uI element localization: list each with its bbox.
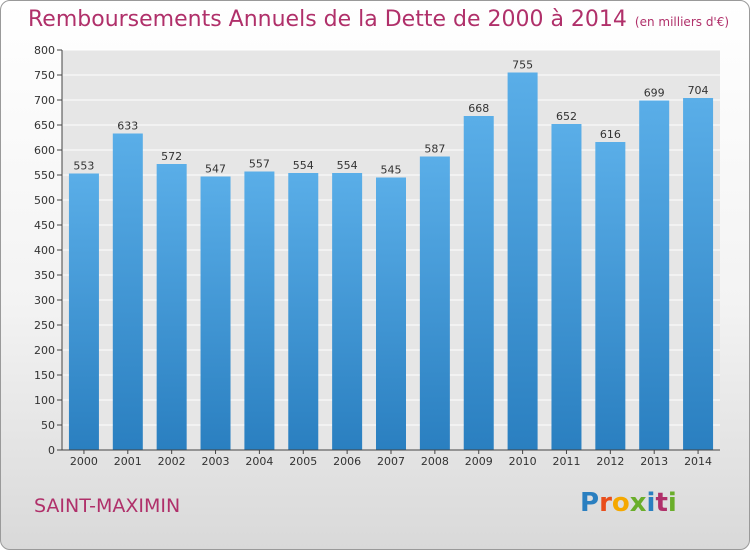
- data-label-2013: 699: [644, 87, 665, 100]
- y-tick-label: 200: [34, 344, 55, 357]
- x-tick-label-2013: 2013: [640, 455, 668, 468]
- y-tick-label: 600: [34, 144, 55, 157]
- y-tick-label: 100: [34, 394, 55, 407]
- data-label-2000: 553: [73, 160, 94, 173]
- y-tick-label: 650: [34, 119, 55, 132]
- y-tick-label: 450: [34, 219, 55, 232]
- data-label-2008: 587: [424, 143, 445, 156]
- x-tick-label-2006: 2006: [333, 455, 361, 468]
- bar-2008: [419, 156, 450, 450]
- y-tick-label: 500: [34, 194, 55, 207]
- data-label-2009: 668: [468, 102, 489, 115]
- y-tick-label: 0: [48, 444, 55, 457]
- chart-title-text: Remboursements Annuels de la Dette de 20…: [28, 7, 627, 32]
- y-tick-label: 250: [34, 319, 55, 332]
- commune-name: SAINT-MAXIMIN: [34, 495, 181, 517]
- y-tick-label: 750: [34, 69, 55, 82]
- bar-2002: [156, 164, 187, 450]
- x-tick-label-2000: 2000: [70, 455, 98, 468]
- x-tick-label-2004: 2004: [245, 455, 273, 468]
- bar-2011: [551, 124, 582, 450]
- y-tick-label: 350: [34, 269, 55, 282]
- logo-letter: i: [667, 488, 677, 518]
- chart-title: Remboursements Annuels de la Dette de 20…: [28, 7, 729, 32]
- data-label-2001: 633: [117, 120, 138, 133]
- y-tick-label: 50: [41, 419, 55, 432]
- logo-letter: o: [611, 488, 630, 518]
- data-label-2010: 755: [512, 59, 533, 72]
- data-label-2014: 704: [688, 84, 709, 97]
- data-label-2012: 616: [600, 128, 621, 141]
- bar-2003: [200, 176, 231, 450]
- logo-letter: i: [646, 488, 656, 518]
- x-tick-label-2001: 2001: [114, 455, 142, 468]
- x-tick-label-2011: 2011: [552, 455, 580, 468]
- data-label-2002: 572: [161, 150, 182, 163]
- data-label-2005: 554: [293, 159, 314, 172]
- y-tick-label: 700: [34, 94, 55, 107]
- y-tick-label: 300: [34, 294, 55, 307]
- bar-2014: [683, 98, 714, 450]
- x-tick-label-2003: 2003: [202, 455, 230, 468]
- bar-2012: [595, 142, 626, 450]
- data-label-2011: 652: [556, 110, 577, 123]
- bar-2006: [332, 173, 363, 450]
- y-tick-label: 400: [34, 244, 55, 257]
- bar-2000: [68, 173, 99, 450]
- y-tick-label: 800: [34, 44, 55, 57]
- chart-unit-note: (en milliers d'€): [634, 15, 730, 29]
- logo-letter: t: [655, 488, 668, 518]
- bars: [68, 72, 714, 450]
- bar-2004: [244, 171, 275, 450]
- logo-letter: P: [580, 488, 600, 518]
- x-tick-label-2009: 2009: [465, 455, 493, 468]
- x-tick-label-2008: 2008: [421, 455, 449, 468]
- data-label-2004: 557: [249, 158, 270, 171]
- x-tick-label-2012: 2012: [596, 455, 624, 468]
- x-tick-label-2014: 2014: [684, 455, 712, 468]
- data-label-2007: 545: [381, 164, 402, 177]
- bar-2005: [288, 173, 319, 450]
- bar-2007: [376, 177, 406, 450]
- bar-2001: [112, 133, 143, 450]
- x-tick-label-2010: 2010: [509, 455, 537, 468]
- data-label-2003: 547: [205, 163, 226, 176]
- axes: 0 50 100 150 200 250 300 350 400 450 500 550 600 650 7…: [34, 44, 720, 468]
- x-tick-label-2002: 2002: [158, 455, 186, 468]
- x-tick-label-2007: 2007: [377, 455, 405, 468]
- y-tick-label: 150: [34, 369, 55, 382]
- x-tick-label-2005: 2005: [289, 455, 317, 468]
- data-labels: 553 633 572 547 557 554 554 545 587 668 755 652 616 6…: [73, 59, 708, 177]
- data-label-2006: 554: [337, 159, 358, 172]
- bar-2013: [639, 100, 670, 450]
- logo-letter: r: [599, 488, 612, 518]
- logo-letter: x: [629, 488, 647, 518]
- bar-2009: [463, 116, 494, 450]
- bar-2010: [507, 72, 538, 450]
- y-tick-label: 550: [34, 169, 55, 182]
- proxiti-logo: Proxiti: [580, 488, 677, 518]
